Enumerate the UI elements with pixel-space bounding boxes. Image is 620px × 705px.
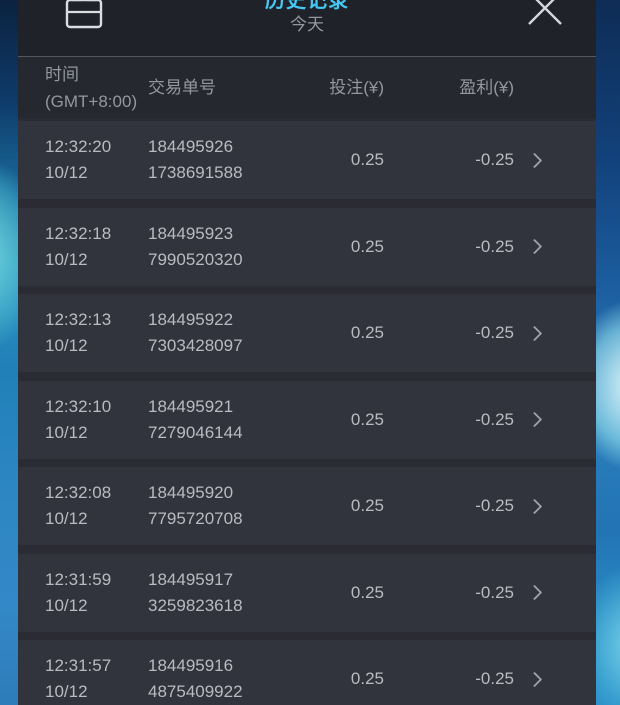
column-header-bet: 投注(¥) bbox=[329, 77, 384, 97]
table-row[interactable]: 12:32:10 10/12 184495921 7279046144 0.25… bbox=[18, 380, 596, 459]
row-order-id-line2: 7303428097 bbox=[148, 336, 243, 355]
row-order-id-line1: 184495923 bbox=[148, 223, 234, 243]
row-time-cell: 12:32:10 10/12 bbox=[18, 394, 148, 446]
row-bet-value: 0.25 bbox=[350, 323, 384, 342]
row-time: 12:31:59 bbox=[45, 569, 112, 589]
row-time: 12:31:57 bbox=[45, 656, 112, 675]
table-row[interactable]: 12:32:08 10/12 184495920 7795720708 0.25… bbox=[18, 467, 596, 545]
modal-title-block: 历史记录 今天 bbox=[18, 0, 596, 37]
background-right bbox=[596, 0, 620, 705]
row-time: 12:32:18 bbox=[45, 223, 112, 243]
row-order-id-line2: 7990520320 bbox=[148, 249, 243, 269]
row-order-cell: 184495916 4875409922 bbox=[148, 653, 308, 705]
row-time-cell: 12:32:13 10/12 bbox=[18, 307, 148, 359]
row-order-id-line2: 1738691588 bbox=[148, 163, 243, 182]
row-action-cell bbox=[514, 325, 554, 341]
row-order-id-line1: 184495917 bbox=[148, 569, 234, 589]
row-profit-value: -0.25 bbox=[475, 669, 514, 688]
row-order-cell: 184495923 7990520320 bbox=[148, 221, 308, 273]
row-order-id-line2: 3259823618 bbox=[148, 595, 243, 615]
row-order-cell: 184495921 7279046144 bbox=[148, 394, 308, 446]
history-table-body: 12:32:20 10/12 184495926 1738691588 0.25… bbox=[18, 118, 596, 705]
chevron-right-icon[interactable] bbox=[526, 411, 542, 428]
chevron-right-icon[interactable] bbox=[526, 584, 542, 601]
close-icon[interactable] bbox=[525, 0, 565, 28]
row-profit-value: -0.25 bbox=[475, 409, 514, 429]
row-profit-value: -0.25 bbox=[475, 323, 514, 342]
row-time-cell: 12:32:08 10/12 bbox=[18, 480, 148, 532]
row-time: 12:32:10 bbox=[45, 396, 112, 416]
row-date: 10/12 bbox=[45, 336, 88, 355]
row-profit-value: -0.25 bbox=[475, 496, 514, 515]
row-date: 10/12 bbox=[45, 509, 88, 528]
row-profit-value: -0.25 bbox=[475, 150, 514, 169]
row-time-cell: 12:31:59 10/12 bbox=[18, 567, 148, 619]
row-order-id-line2: 7795720708 bbox=[148, 509, 243, 528]
row-order-id-line2: 7279046144 bbox=[148, 422, 243, 442]
row-time-cell: 12:32:18 10/12 bbox=[18, 221, 148, 273]
row-action-cell bbox=[514, 411, 554, 428]
row-order-id-line1: 184495916 bbox=[148, 656, 234, 675]
row-bet-value: 0.25 bbox=[350, 409, 384, 429]
chevron-right-icon[interactable] bbox=[526, 325, 542, 341]
row-date: 10/12 bbox=[45, 595, 88, 615]
row-action-cell bbox=[514, 238, 554, 255]
row-time-cell: 12:31:57 10/12 bbox=[18, 653, 148, 705]
modal-title: 历史记录 bbox=[265, 0, 349, 12]
date-filter-label: 今天 bbox=[290, 15, 324, 34]
table-row[interactable]: 12:32:18 10/12 184495923 7990520320 0.25… bbox=[18, 207, 596, 286]
history-modal: 历史记录 今天 时间 (GMT+8:00) 交易单号 投注(¥) 盈利(¥) 1 bbox=[18, 0, 596, 705]
chevron-right-icon[interactable] bbox=[526, 671, 542, 687]
column-header-order: 交易单号 bbox=[148, 77, 216, 97]
table-row[interactable]: 12:32:20 10/12 184495926 1738691588 0.25… bbox=[18, 121, 596, 199]
row-order-cell: 184495922 7303428097 bbox=[148, 307, 308, 359]
row-order-id-line1: 184495920 bbox=[148, 483, 234, 502]
background-left bbox=[0, 0, 18, 705]
chevron-right-icon[interactable] bbox=[526, 152, 542, 168]
row-order-cell: 184495917 3259823618 bbox=[148, 567, 308, 619]
row-order-cell: 184495926 1738691588 bbox=[148, 134, 308, 186]
row-bet-value: 0.25 bbox=[350, 236, 384, 256]
row-bet-value: 0.25 bbox=[350, 150, 384, 169]
row-order-id-line1: 184495922 bbox=[148, 310, 234, 329]
calendar-icon[interactable] bbox=[64, 0, 104, 30]
row-action-cell bbox=[514, 152, 554, 168]
row-date: 10/12 bbox=[45, 163, 88, 182]
row-order-id-line2: 4875409922 bbox=[148, 682, 243, 701]
chevron-right-icon[interactable] bbox=[526, 498, 542, 514]
time-label: 时间 bbox=[45, 64, 79, 84]
row-date: 10/12 bbox=[45, 682, 88, 701]
row-order-id-line1: 184495921 bbox=[148, 396, 234, 416]
table-header: 时间 (GMT+8:00) 交易单号 投注(¥) 盈利(¥) bbox=[18, 57, 596, 118]
modal-header: 历史记录 今天 bbox=[18, 0, 596, 57]
row-profit-value: -0.25 bbox=[475, 582, 514, 602]
row-time: 12:32:13 bbox=[45, 310, 112, 329]
column-header-time: 时间 (GMT+8:00) bbox=[18, 61, 148, 115]
row-action-cell bbox=[514, 671, 554, 687]
table-row[interactable]: 12:31:59 10/12 184495917 3259823618 0.25… bbox=[18, 553, 596, 632]
row-order-cell: 184495920 7795720708 bbox=[148, 480, 308, 532]
row-bet-value: 0.25 bbox=[350, 669, 384, 688]
row-date: 10/12 bbox=[45, 422, 88, 442]
row-time: 12:32:20 bbox=[45, 137, 112, 156]
row-profit-value: -0.25 bbox=[475, 236, 514, 256]
column-header-profit: 盈利(¥) bbox=[459, 77, 514, 97]
row-action-cell bbox=[514, 584, 554, 601]
row-bet-value: 0.25 bbox=[350, 496, 384, 515]
row-action-cell bbox=[514, 498, 554, 514]
row-date: 10/12 bbox=[45, 249, 88, 269]
row-order-id-line1: 184495926 bbox=[148, 137, 234, 156]
table-row[interactable]: 12:31:57 10/12 184495916 4875409922 0.25… bbox=[18, 640, 596, 705]
row-time: 12:32:08 bbox=[45, 483, 112, 502]
row-time-cell: 12:32:20 10/12 bbox=[18, 134, 148, 186]
row-bet-value: 0.25 bbox=[350, 582, 384, 602]
timezone-label: (GMT+8:00) bbox=[45, 91, 138, 111]
table-row[interactable]: 12:32:13 10/12 184495922 7303428097 0.25… bbox=[18, 294, 596, 372]
chevron-right-icon[interactable] bbox=[526, 238, 542, 255]
